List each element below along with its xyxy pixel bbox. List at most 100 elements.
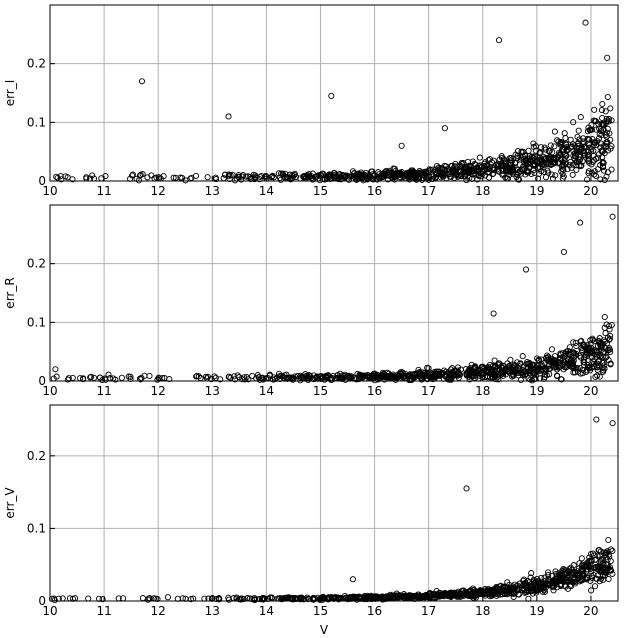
x-tick-label: 20: [583, 384, 598, 398]
data-point: [561, 157, 568, 164]
data-point: [418, 169, 425, 176]
data-point: [454, 163, 461, 170]
data-point: [570, 359, 577, 366]
data-point: [517, 170, 525, 177]
data-point: [483, 165, 490, 172]
data-point: [596, 339, 603, 346]
data-point: [204, 373, 211, 380]
data-point: [129, 172, 136, 179]
data-point: [135, 177, 143, 184]
data-point: [518, 154, 525, 161]
data-point: [188, 174, 195, 181]
data-point: [507, 169, 514, 176]
data-point: [520, 163, 527, 170]
data-point: [447, 173, 455, 180]
data-point: [363, 173, 370, 180]
data-point: [300, 173, 307, 181]
data-point: [287, 176, 294, 183]
data-point: [404, 372, 411, 379]
data-point: [509, 364, 516, 371]
data-point: [575, 565, 582, 572]
data-point: [435, 164, 442, 171]
data-point: [584, 176, 591, 183]
data-point: [607, 105, 614, 112]
data-point: [380, 373, 387, 380]
data-point: [579, 348, 586, 355]
y-axis: 0 0.1 0.2: [27, 57, 55, 188]
data-point: [222, 171, 229, 178]
x-tick-label: 13: [205, 604, 220, 618]
data-point: [372, 373, 379, 380]
data-point: [559, 146, 567, 153]
data-point: [204, 174, 211, 181]
data-point: [547, 142, 554, 149]
data-point: [597, 548, 604, 555]
data-point: [319, 170, 326, 177]
x-tick-label: 19: [529, 184, 544, 198]
data-point: [579, 370, 586, 377]
data-point: [252, 172, 259, 179]
data-point: [600, 167, 608, 174]
data-point: [578, 555, 585, 562]
data-point: [551, 143, 558, 150]
data-point: [432, 370, 439, 377]
data-point: [541, 587, 548, 594]
data-point: [552, 568, 559, 575]
data-point: [446, 590, 453, 597]
data-point: [470, 587, 477, 594]
data-point: [569, 161, 576, 168]
data-point: [388, 593, 395, 600]
x-tick-label: 17: [421, 604, 436, 618]
data-point: [118, 374, 125, 381]
data-point: [512, 159, 519, 166]
outlier-point: [593, 416, 600, 423]
data-point: [380, 594, 387, 601]
x-axis-title: V: [320, 623, 329, 637]
x-tick-label: 15: [313, 384, 328, 398]
data-point: [588, 587, 595, 594]
data-point: [153, 174, 160, 181]
data-point: [234, 372, 241, 379]
data-point: [292, 173, 300, 180]
outlier-point: [398, 142, 405, 149]
data-point: [601, 177, 608, 184]
data-point: [538, 579, 545, 586]
x-tick-label: 14: [259, 184, 274, 198]
y-tick-label: 0.2: [27, 57, 46, 71]
data-point: [528, 570, 535, 577]
data-point: [479, 168, 486, 175]
y-tick-label: 0.1: [27, 315, 46, 329]
data-point: [530, 587, 537, 594]
data-point: [524, 588, 531, 595]
outlier-point: [441, 125, 448, 132]
data-point: [535, 160, 542, 167]
data-point: [368, 168, 375, 175]
data-point: [522, 582, 529, 589]
data-point: [544, 569, 552, 576]
data-point: [600, 576, 607, 583]
data-point: [604, 334, 612, 341]
data-point: [450, 372, 457, 379]
data-point: [569, 579, 576, 586]
data-point: [570, 152, 577, 159]
data-point: [548, 158, 555, 165]
data-point: [530, 140, 537, 147]
data-point: [491, 357, 498, 364]
data-point: [141, 372, 148, 379]
y-tick-label: 0.2: [27, 257, 46, 271]
data-point: [225, 594, 232, 601]
outlier-point: [604, 54, 611, 61]
data-point: [550, 576, 557, 584]
data-point: [533, 587, 540, 595]
data-point: [550, 587, 557, 594]
data-point: [419, 593, 426, 600]
data-point: [596, 547, 603, 554]
data-point: [573, 166, 580, 173]
data-point: [397, 369, 404, 376]
data-point: [541, 359, 548, 367]
data-point: [372, 594, 379, 601]
data-point: [482, 592, 489, 599]
data-point: [464, 369, 471, 376]
data-point: [507, 356, 514, 363]
data-point: [573, 342, 580, 350]
